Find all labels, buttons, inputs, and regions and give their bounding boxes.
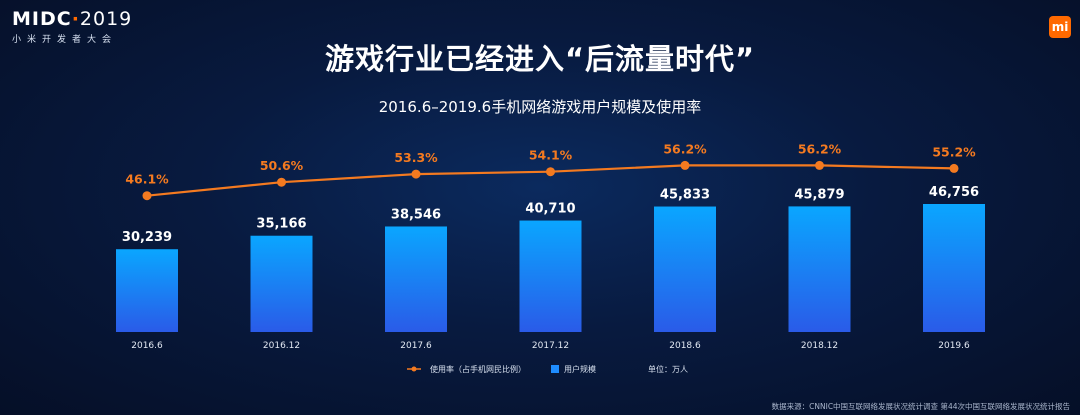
usage-rate-point — [815, 160, 824, 170]
usage-rate-label: 55.2% — [932, 144, 976, 159]
x-tick-label: 2018.6 — [669, 341, 701, 351]
bar-2016.12 — [250, 235, 313, 332]
usage-rate-label: 56.2% — [798, 141, 842, 156]
unit-label: 单位：万人 — [648, 364, 688, 374]
chart-title: 2016.6–2019.6手机网络游戏用户规模及使用率 — [378, 98, 702, 116]
usage-rate-point — [949, 163, 959, 173]
bar-value-label: 46,756 — [929, 185, 979, 200]
usage-rate-point — [680, 160, 690, 170]
bar-value-label: 45,833 — [660, 188, 710, 203]
bar-2018.6 — [654, 206, 716, 332]
logo-brand: MIDC — [12, 8, 72, 30]
usage-rate-point — [546, 167, 555, 177]
x-tick-label: 2017.6 — [400, 341, 432, 351]
logo-subtitle: 小米开发者大会 — [12, 35, 118, 45]
bar-value-label: 45,879 — [794, 187, 844, 202]
x-tick-label: 2019.6 — [938, 341, 970, 351]
bar-2017.6 — [385, 226, 447, 332]
usage-rate-point — [411, 169, 421, 179]
legend-user-scale: 用户规模 — [564, 364, 596, 374]
bar-value-label: 35,166 — [256, 217, 306, 232]
usage-rate-label: 53.3% — [394, 150, 438, 165]
bar-value-label: 40,710 — [525, 202, 575, 217]
usage-rate-label: 56.2% — [663, 141, 707, 156]
bar-value-label: 38,546 — [391, 207, 441, 222]
page-title: 游戏行业已经进入“后流量时代” — [324, 42, 756, 76]
bar-2017.12 — [519, 220, 582, 332]
usage-rate-label: 46.1% — [125, 172, 169, 187]
legend-bar-marker — [551, 365, 559, 373]
usage-rate-label: 54.1% — [529, 148, 573, 163]
usage-rate-label: 50.6% — [260, 158, 304, 173]
usage-rate-point — [142, 191, 152, 201]
x-tick-label: 2016.6 — [131, 341, 163, 351]
legend-line-dot — [411, 366, 417, 372]
bar-2016.6 — [116, 249, 178, 332]
mi-logo-icon: mi — [1049, 16, 1071, 38]
x-tick-label: 2017.12 — [532, 341, 569, 351]
usage-rate-point — [277, 177, 286, 187]
bar-2018.12 — [788, 206, 851, 332]
logo-wordmark: MIDC·2019 — [12, 8, 133, 30]
x-tick-label: 2018.12 — [801, 341, 838, 351]
bar-value-label: 30,239 — [122, 230, 172, 245]
bar-2019.6 — [923, 204, 985, 332]
data-source: 数据来源：CNNIC中国互联网络发展状况统计调查 第44次中国互联网络发展状况统… — [771, 402, 1070, 411]
midc-logo: MIDC·2019 小米开发者大会 — [12, 8, 132, 45]
x-tick-label: 2016.12 — [263, 341, 300, 351]
logo-year: 2019 — [79, 8, 133, 30]
legend-usage-rate: 使用率（占手机网民比例） — [430, 364, 526, 374]
